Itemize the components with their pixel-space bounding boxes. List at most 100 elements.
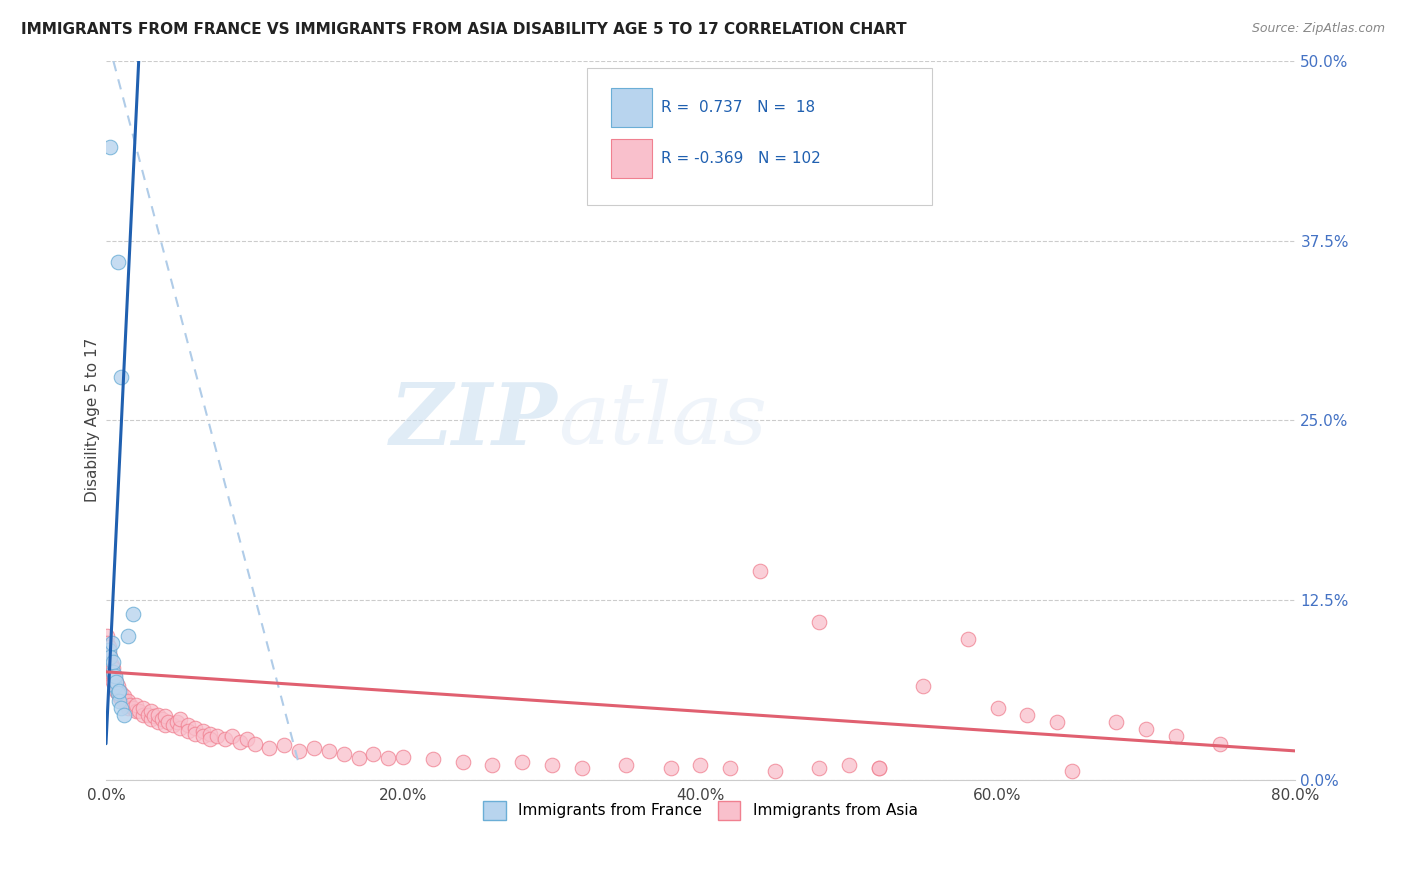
Point: [118, 698, 141, 712]
Point: [318, 744, 340, 758]
Y-axis label: Disability Age 5 to 17: Disability Age 5 to 17: [86, 338, 100, 502]
Point: [108, 683, 131, 698]
Point: [125, 704, 148, 718]
Point: [101, 665, 124, 679]
Point: [125, 698, 148, 712]
Point: [107, 679, 129, 693]
Point: [236, 732, 259, 747]
Point: [132, 700, 155, 714]
Point: [103, 665, 125, 679]
Point: [614, 758, 637, 772]
Point: [912, 679, 935, 693]
Point: [117, 693, 139, 707]
Point: [114, 693, 136, 707]
Point: [191, 730, 214, 744]
Point: [110, 370, 132, 384]
Point: [107, 686, 129, 700]
Point: [987, 700, 1010, 714]
Text: atlas: atlas: [558, 379, 766, 462]
Text: ZIP: ZIP: [389, 378, 558, 462]
Point: [96, 636, 118, 650]
Point: [184, 726, 207, 740]
Point: [112, 695, 135, 709]
Point: [105, 674, 128, 689]
Point: [422, 752, 444, 766]
Point: [132, 708, 155, 723]
Point: [103, 660, 125, 674]
Point: [288, 744, 311, 758]
FancyBboxPatch shape: [612, 88, 651, 128]
Point: [104, 679, 127, 693]
Point: [392, 749, 415, 764]
Point: [221, 730, 243, 744]
Point: [104, 679, 127, 693]
Point: [763, 764, 786, 778]
Point: [115, 698, 138, 712]
Point: [1209, 737, 1232, 751]
Point: [377, 751, 399, 765]
Point: [98, 646, 121, 660]
Point: [103, 674, 125, 689]
Point: [128, 704, 150, 718]
Point: [177, 723, 200, 738]
Point: [121, 607, 143, 622]
Point: [108, 693, 131, 707]
Point: [510, 756, 533, 770]
Point: [121, 700, 143, 714]
Point: [198, 726, 221, 740]
FancyBboxPatch shape: [612, 139, 651, 178]
Point: [1017, 708, 1039, 723]
Point: [155, 718, 177, 732]
Point: [98, 643, 121, 657]
Point: [112, 690, 135, 704]
FancyBboxPatch shape: [588, 69, 932, 205]
Point: [146, 708, 169, 723]
Point: [100, 650, 122, 665]
Point: [100, 660, 122, 674]
Point: [162, 718, 184, 732]
Text: R =  0.737   N =  18: R = 0.737 N = 18: [661, 100, 815, 115]
Point: [184, 721, 207, 735]
Point: [868, 761, 890, 775]
Point: [110, 686, 132, 700]
Point: [117, 629, 139, 643]
Point: [110, 700, 132, 714]
Point: [1105, 715, 1128, 730]
Text: IMMIGRANTS FROM FRANCE VS IMMIGRANTS FROM ASIA DISABILITY AGE 5 TO 17 CORRELATIO: IMMIGRANTS FROM FRANCE VS IMMIGRANTS FRO…: [21, 22, 907, 37]
Point: [956, 632, 979, 646]
Point: [748, 564, 770, 578]
Point: [152, 712, 174, 726]
Point: [100, 140, 122, 154]
Point: [838, 758, 860, 772]
Point: [169, 721, 191, 735]
Point: [540, 758, 562, 772]
Point: [155, 709, 177, 723]
Point: [142, 709, 165, 723]
Point: [1046, 715, 1069, 730]
Point: [169, 712, 191, 726]
Point: [177, 718, 200, 732]
Point: [104, 672, 127, 686]
Point: [808, 615, 831, 629]
Point: [107, 686, 129, 700]
Point: [214, 732, 236, 747]
Point: [207, 730, 229, 744]
Point: [100, 655, 122, 669]
Point: [243, 737, 266, 751]
Text: Source: ZipAtlas.com: Source: ZipAtlas.com: [1251, 22, 1385, 36]
Point: [112, 708, 135, 723]
Point: [332, 747, 354, 761]
Text: R = -0.369   N = 102: R = -0.369 N = 102: [661, 151, 821, 166]
Point: [273, 738, 295, 752]
Point: [571, 761, 593, 775]
Point: [157, 715, 180, 730]
Point: [166, 715, 188, 730]
Point: [198, 732, 221, 747]
Legend: Immigrants from France, Immigrants from Asia: Immigrants from France, Immigrants from …: [477, 795, 924, 826]
Point: [868, 761, 890, 775]
Point: [136, 708, 159, 723]
Point: [191, 723, 214, 738]
Point: [481, 758, 503, 772]
Point: [103, 669, 125, 683]
Point: [101, 636, 124, 650]
